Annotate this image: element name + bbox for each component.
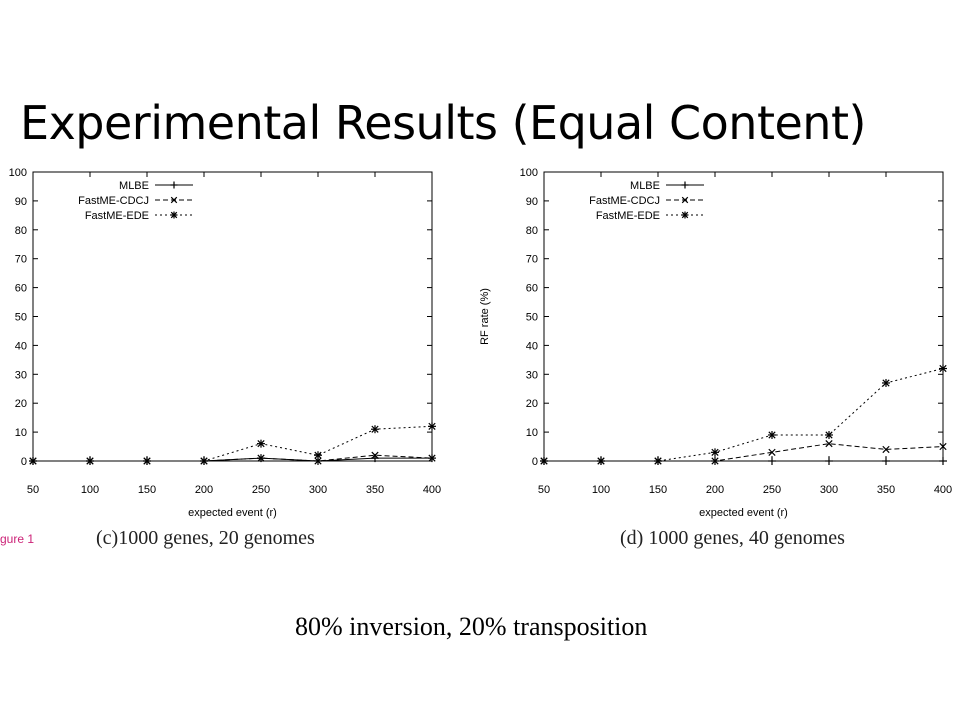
x-tick-label: 300: [309, 484, 327, 496]
data-point-fastme-ede: [825, 430, 833, 439]
x-tick-label: 400: [934, 484, 952, 496]
data-point-fastme-ede: [540, 457, 548, 465]
data-point-fastme-ede: [939, 364, 947, 373]
data-point-fastme-cdcj: [825, 440, 833, 448]
legend-marker: [170, 181, 178, 189]
y-tick-label: 70: [526, 254, 538, 266]
legend-label: MLBE: [630, 180, 660, 192]
data-point-fastme-ede: [882, 378, 890, 387]
y-tick-label: 10: [15, 427, 27, 439]
x-axis-label: expected event (r): [188, 507, 277, 519]
y-tick-label: 20: [526, 398, 538, 410]
x-tick-label: 200: [195, 484, 213, 496]
y-tick-label: 40: [526, 340, 538, 352]
data-point-mlbe: [768, 457, 776, 465]
legend-label: FastME-EDE: [85, 210, 149, 222]
data-point-fastme-ede: [371, 425, 379, 434]
data-point-fastme-ede: [143, 457, 151, 465]
data-point-mlbe: [939, 457, 947, 465]
data-point-fastme-ede: [428, 422, 436, 431]
data-point-fastme-cdcj: [371, 451, 379, 459]
y-tick-label: 60: [15, 283, 27, 295]
slide-title: Experimental Results (Equal Content): [20, 96, 866, 150]
x-tick-label: 400: [423, 484, 441, 496]
legend-marker: [170, 211, 178, 219]
data-point-fastme-ede: [711, 448, 719, 457]
legend-marker: [681, 196, 689, 204]
y-tick-label: 80: [526, 225, 538, 237]
y-axis-label: RF rate (%): [479, 288, 491, 345]
x-axis-label: expected event (r): [699, 507, 788, 519]
series-line-fastme-ede: [544, 368, 944, 462]
chart-caption-c: (c)1000 genes, 20 genomes: [96, 527, 315, 549]
legend-marker: [681, 181, 689, 189]
legend-label: FastME-EDE: [596, 210, 660, 222]
series-line-fastme-ede: [33, 425, 433, 462]
y-tick-label: 90: [15, 196, 27, 208]
data-point-fastme-ede: [86, 457, 94, 465]
y-tick-label: 10: [526, 427, 538, 439]
x-tick-label: 250: [763, 484, 781, 496]
data-point-fastme-cdcj: [314, 457, 322, 465]
chart-caption-d: (d) 1000 genes, 40 genomes: [620, 527, 845, 549]
data-point-fastme-ede: [200, 457, 208, 465]
data-point-fastme-cdcj: [257, 454, 265, 462]
legend-label: FastME-CDCJ: [78, 195, 149, 207]
data-point-fastme-cdcj: [882, 445, 890, 454]
y-tick-label: 100: [9, 167, 27, 179]
x-tick-label: 150: [649, 484, 667, 496]
x-tick-label: 100: [592, 484, 610, 496]
data-point-fastme-cdcj: [939, 442, 947, 451]
data-point-fastme-cdcj: [711, 457, 719, 465]
data-point-fastme-ede: [768, 430, 776, 439]
x-tick-label: 350: [877, 484, 895, 496]
x-tick-label: 100: [81, 484, 99, 496]
data-point-fastme-cdcj: [768, 448, 776, 456]
data-point-fastme-ede: [257, 439, 265, 448]
legend-marker: [170, 196, 178, 204]
data-point-fastme-cdcj: [428, 454, 436, 462]
y-tick-label: 50: [15, 312, 27, 324]
legend-label: MLBE: [119, 180, 149, 192]
y-tick-label: 60: [526, 283, 538, 295]
data-point-fastme-ede: [654, 457, 662, 465]
y-tick-label: 0: [21, 456, 27, 468]
x-tick-label: 250: [252, 484, 270, 496]
y-tick-label: 80: [15, 225, 27, 237]
x-tick-label: 50: [538, 484, 550, 496]
x-tick-label: 350: [366, 484, 384, 496]
experiment-footnote: 80% inversion, 20% transposition: [295, 612, 648, 641]
data-point-fastme-ede: [29, 457, 37, 465]
x-tick-label: 200: [706, 484, 724, 496]
x-tick-label: 50: [27, 484, 39, 496]
data-point-fastme-ede: [314, 451, 322, 460]
legend-label: FastME-CDCJ: [589, 195, 660, 207]
data-point-fastme-ede: [597, 457, 605, 465]
data-point-mlbe: [882, 457, 890, 465]
y-tick-label: 50: [526, 312, 538, 324]
y-tick-label: 90: [526, 196, 538, 208]
figure-label: gure 1: [0, 532, 35, 546]
y-tick-label: 30: [15, 369, 27, 381]
data-point-mlbe: [825, 457, 833, 465]
y-tick-label: 40: [15, 340, 27, 352]
x-tick-label: 300: [820, 484, 838, 496]
legend-marker: [681, 211, 689, 219]
x-tick-label: 150: [138, 484, 156, 496]
y-tick-label: 30: [526, 369, 538, 381]
y-tick-label: 70: [15, 254, 27, 266]
y-tick-label: 100: [520, 167, 538, 179]
y-tick-label: 20: [15, 398, 27, 410]
y-tick-label: 0: [532, 456, 538, 468]
